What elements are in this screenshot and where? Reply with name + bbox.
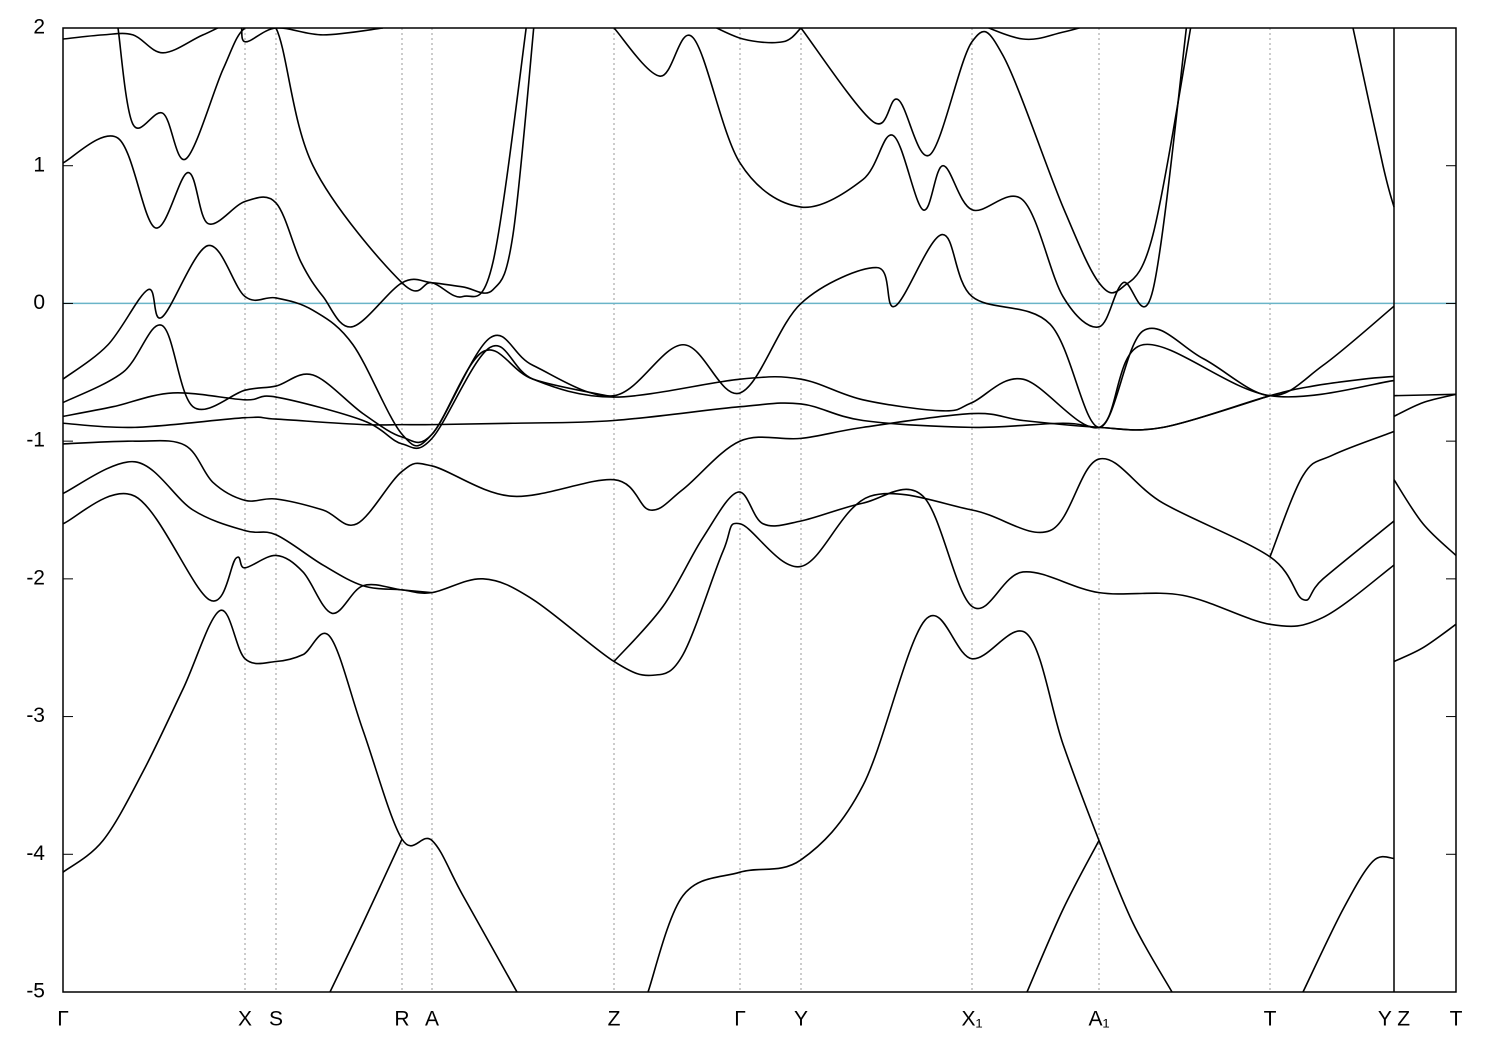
- x-tick-label: S: [269, 1008, 283, 1031]
- band-line: [647, 614, 1173, 992]
- y-tick-label: -1: [26, 429, 45, 452]
- y-tick-label: -5: [26, 980, 45, 1003]
- band-line: [1352, 28, 1395, 208]
- x-tick-label: Γ: [57, 1008, 69, 1031]
- band-line: [117, 28, 527, 298]
- x-tick-label: R: [394, 1008, 409, 1031]
- band-line: [63, 343, 1395, 450]
- band-line: [63, 324, 615, 444]
- plot-frame: [62, 27, 1457, 993]
- y-tick-label: 2: [33, 16, 45, 39]
- x-tick-label: X₁: [961, 1008, 982, 1031]
- band-line: [613, 28, 1188, 328]
- band-line: [63, 375, 1395, 526]
- band-line: [1026, 840, 1100, 992]
- band-line: [1302, 855, 1395, 992]
- grid: [62, 28, 1457, 992]
- y-tick-label: 0: [33, 291, 45, 314]
- band-line: [63, 394, 1271, 431]
- x-tick-label: T: [1450, 1008, 1463, 1031]
- bands: [63, 28, 1456, 992]
- band-line: [714, 28, 802, 44]
- x-tick-label: Y Z: [1378, 1008, 1410, 1031]
- band-line: [63, 460, 433, 594]
- x-tick-label: Γ: [734, 1008, 746, 1031]
- band-line: [1393, 623, 1456, 663]
- x-tick-label: X: [238, 1008, 252, 1031]
- band-line: [1393, 479, 1456, 557]
- band-line: [1269, 430, 1395, 558]
- x-tick-label: Z: [608, 1008, 621, 1031]
- x-tick-label: A: [425, 1008, 439, 1031]
- band-line: [613, 488, 1395, 663]
- x-tick-label: Y: [794, 1008, 808, 1031]
- band-line: [63, 609, 518, 992]
- y-tick-label: -2: [26, 566, 45, 589]
- band-line: [1393, 393, 1456, 397]
- band-line: [986, 28, 1083, 41]
- band-line: [63, 233, 1395, 447]
- band-line: [1393, 393, 1456, 418]
- band-line: [63, 28, 384, 54]
- band-line: [800, 28, 1192, 294]
- axes: -5 -4 -3 -2 -1 0 1 2 Γ X S R A Z Γ Y X₁ A₁ T Y Z T: [26, 16, 1462, 1031]
- x-tick-label: A₁: [1088, 1008, 1109, 1031]
- band-line: [63, 457, 1395, 677]
- x-tick-label: T: [1264, 1008, 1277, 1031]
- y-tick-label: 1: [33, 153, 45, 176]
- band-line: [63, 28, 535, 328]
- y-tick-label: -3: [26, 704, 45, 727]
- y-tick-label: -4: [26, 842, 45, 865]
- band-line: [329, 838, 403, 992]
